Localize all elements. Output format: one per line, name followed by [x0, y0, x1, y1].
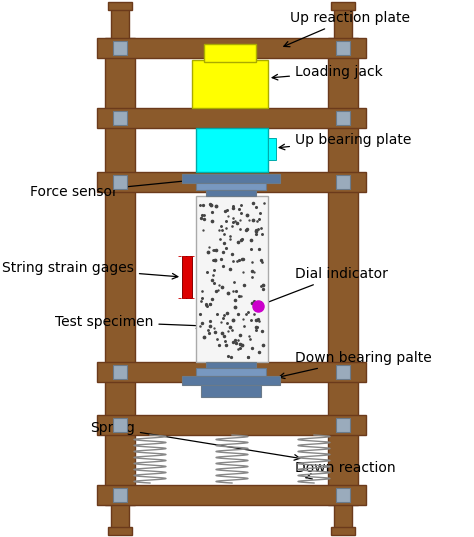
Bar — [336, 111, 350, 125]
Text: Dial indicator: Dial indicator — [262, 267, 388, 305]
Bar — [113, 488, 127, 502]
Bar — [196, 196, 268, 362]
Bar — [113, 41, 127, 55]
Bar — [108, 2, 132, 10]
Text: Up reaction plate: Up reaction plate — [284, 11, 410, 47]
Text: Up bearing plate: Up bearing plate — [279, 133, 411, 150]
Text: Spring: Spring — [90, 421, 300, 460]
Bar — [336, 488, 350, 502]
Bar — [204, 44, 256, 62]
Bar — [182, 174, 280, 183]
Bar — [113, 418, 127, 432]
Bar — [182, 256, 192, 298]
Bar — [331, 2, 355, 10]
Bar — [336, 365, 350, 379]
Bar — [113, 111, 127, 125]
Bar — [111, 4, 129, 42]
Bar — [334, 503, 352, 533]
Bar — [105, 38, 135, 505]
Bar — [328, 38, 358, 505]
Bar — [97, 172, 366, 192]
Bar — [196, 128, 268, 172]
Bar — [113, 365, 127, 379]
Bar — [97, 362, 366, 382]
Bar — [334, 4, 352, 42]
Bar — [331, 527, 355, 535]
Bar — [336, 418, 350, 432]
Text: Force sensor: Force sensor — [30, 176, 211, 199]
Bar — [113, 175, 127, 189]
Text: Test specimen: Test specimen — [55, 315, 202, 329]
Bar — [196, 183, 266, 190]
Bar — [108, 527, 132, 535]
Bar — [201, 385, 261, 397]
Bar — [206, 190, 256, 196]
Bar — [182, 376, 280, 385]
Bar — [97, 485, 366, 505]
Bar — [111, 503, 129, 533]
Bar — [336, 41, 350, 55]
Bar — [97, 415, 366, 435]
Bar — [192, 60, 268, 108]
Text: Loading jack: Loading jack — [272, 65, 383, 80]
Bar — [196, 368, 266, 376]
Text: String strain gages: String strain gages — [2, 261, 178, 279]
Bar — [97, 108, 366, 128]
Bar — [336, 175, 350, 189]
Text: Down bearing palte: Down bearing palte — [279, 351, 432, 379]
Text: Down reaction: Down reaction — [295, 461, 396, 479]
Bar — [97, 38, 366, 58]
Bar — [268, 138, 276, 160]
Bar — [206, 362, 256, 368]
